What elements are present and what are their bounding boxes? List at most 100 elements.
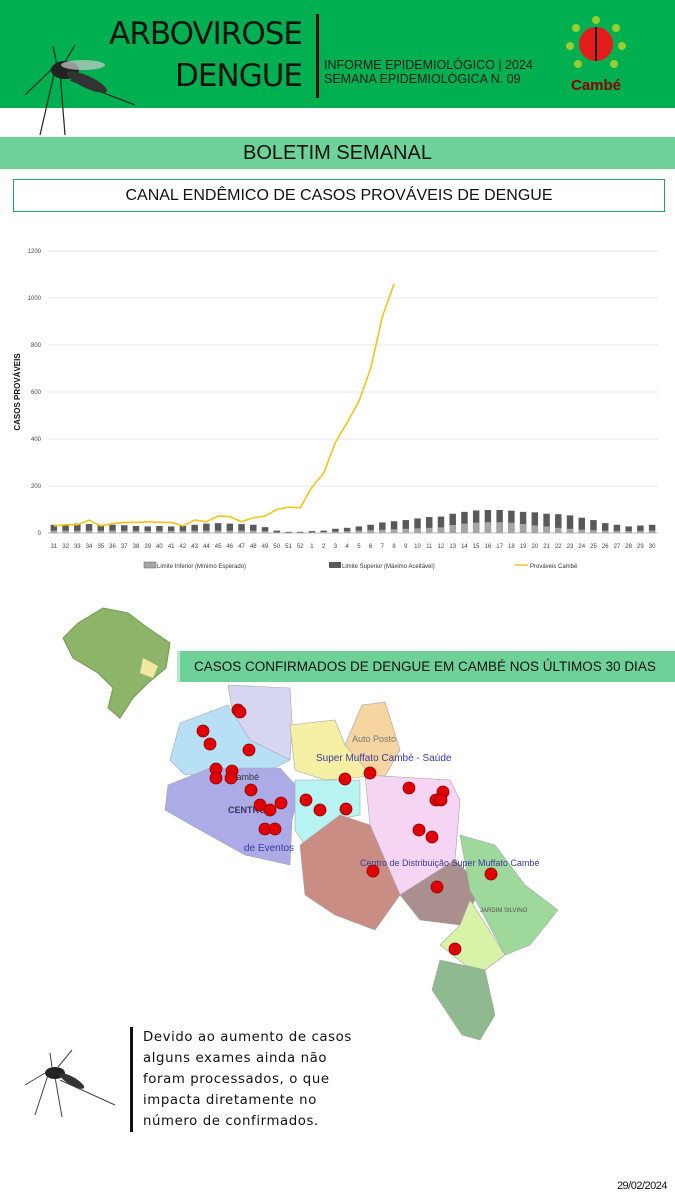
- legend-upper: Limite Superior (Máximo Aceitável): [342, 564, 435, 570]
- case-marker: [430, 880, 444, 894]
- bar-lower-limit: [414, 528, 421, 533]
- bar-lower-limit: [97, 530, 105, 533]
- map-region: [459, 834, 559, 956]
- x-tick-label: 7: [381, 544, 385, 550]
- bar-upper-limit: [449, 513, 456, 533]
- note-line: número de confirmados.: [143, 1114, 319, 1129]
- bar-lower-limit: [590, 530, 597, 533]
- bar-lower-limit: [601, 530, 609, 533]
- bar-upper-limit: [273, 530, 280, 533]
- bar-lower-limit: [379, 529, 386, 533]
- bar-lower-limit: [343, 531, 351, 533]
- bar-upper-limit: [332, 528, 339, 533]
- bar-lower-limit: [449, 525, 456, 533]
- case-marker: [224, 771, 238, 785]
- x-tick-label: 13: [449, 544, 456, 550]
- bar-lower-limit: [566, 528, 574, 533]
- bar-lower-limit: [144, 530, 151, 533]
- bar-upper-limit: [261, 527, 269, 533]
- map-label: Centro de Distribuição Super Muffato Cam…: [360, 858, 539, 868]
- bar-upper-limit: [191, 524, 198, 533]
- x-tick-label: 45: [215, 544, 222, 550]
- bar-upper-limit: [566, 515, 574, 533]
- x-tick-label: 32: [62, 544, 69, 550]
- case-marker: [402, 781, 416, 795]
- map-label: CENTRO: [228, 805, 266, 815]
- bar-lower-limit: [355, 530, 363, 533]
- bar-upper-limit: [390, 521, 398, 533]
- bar-upper-limit: [519, 511, 527, 533]
- x-tick-label: 20: [531, 544, 538, 550]
- bar-lower-limit: [179, 530, 187, 533]
- bar-upper-limit: [296, 531, 304, 533]
- bar-lower-limit: [261, 531, 269, 533]
- bar-upper-limit: [285, 531, 292, 533]
- x-tick-label: 52: [297, 544, 304, 550]
- note-line: alguns exames ainda não: [143, 1051, 328, 1066]
- processing-note: Devido ao aumento de casos alguns exames…: [130, 1027, 352, 1132]
- legend-lower: Limite Inferior (Mínimo Esperado): [157, 564, 246, 570]
- brazil-map-icon: [62, 607, 171, 719]
- case-marker: [434, 793, 448, 807]
- bar-lower-limit: [121, 530, 128, 533]
- x-tick-label: 33: [74, 544, 81, 550]
- x-tick-label: 18: [508, 544, 515, 550]
- bar-upper-limit: [156, 525, 163, 533]
- bar-lower-limit: [402, 528, 410, 533]
- case-marker: [366, 864, 380, 878]
- bar-lower-limit: [637, 530, 644, 533]
- bar-upper-limit: [508, 510, 515, 533]
- x-tick-label: 25: [590, 544, 597, 550]
- x-tick-label: 11: [426, 544, 433, 550]
- bar-lower-limit: [484, 522, 492, 533]
- map-title-banner: CASOS CONFIRMADOS DE DENGUE EM CAMBÉ NOS…: [177, 651, 675, 682]
- report-date: 29/02/2024: [616, 1180, 668, 1192]
- x-tick-label: 34: [86, 544, 93, 550]
- bar-upper-limit: [85, 524, 93, 533]
- case-marker: [338, 772, 352, 786]
- case-marker: [412, 823, 426, 837]
- x-tick-label: 19: [520, 544, 527, 550]
- y-axis-label: CASOS PROVÁVEIS: [13, 353, 22, 431]
- legend-provaveis: Prováveis Cambé: [530, 564, 578, 570]
- map-label: Cambé: [230, 772, 259, 782]
- chart-title: CANAL ENDÊMICO DE CASOS PROVÁVEIS DE DEN…: [13, 179, 665, 212]
- bar-upper-limit: [144, 526, 151, 533]
- bar-upper-limit: [214, 523, 222, 533]
- x-tick-label: 39: [144, 544, 151, 550]
- x-tick-label: 48: [250, 544, 257, 550]
- bar-lower-limit: [472, 522, 480, 533]
- map-region: [164, 767, 301, 866]
- x-tick-label: 21: [543, 544, 550, 550]
- bar-lower-limit: [214, 530, 222, 533]
- bar-lower-limit: [132, 530, 140, 533]
- map-region: [299, 814, 401, 931]
- x-tick-label: 46: [226, 544, 233, 550]
- bar-lower-limit: [203, 530, 210, 533]
- bar-upper-limit: [625, 526, 632, 533]
- bar-upper-limit: [531, 512, 539, 533]
- bar-lower-limit: [226, 530, 234, 533]
- bar-upper-limit: [402, 520, 410, 533]
- cambe-logo: Cambé: [560, 14, 632, 94]
- bar-lower-limit: [191, 530, 198, 533]
- x-tick-label: 37: [121, 544, 128, 550]
- case-marker: [268, 822, 282, 836]
- bar-upper-limit: [343, 527, 351, 533]
- bar-lower-limit: [238, 530, 245, 533]
- case-marker: [203, 737, 217, 751]
- map-label: de Eventos: [244, 843, 294, 854]
- bar-lower-limit: [625, 531, 632, 533]
- bar-upper-limit: [355, 526, 363, 533]
- x-tick-label: 6: [369, 544, 373, 550]
- bar-upper-limit: [367, 524, 374, 533]
- case-marker: [244, 783, 258, 797]
- bar-upper-limit: [601, 523, 609, 533]
- bar-upper-limit: [496, 509, 503, 533]
- bar-lower-limit: [62, 530, 69, 533]
- bar-lower-limit: [85, 530, 93, 533]
- subtitle-line2: SEMANA EPIDEMIOLÓGICA N. 09: [324, 72, 521, 86]
- x-tick-label: 40: [156, 544, 163, 550]
- bar-upper-limit: [50, 524, 58, 533]
- x-tick-label: 35: [97, 544, 104, 550]
